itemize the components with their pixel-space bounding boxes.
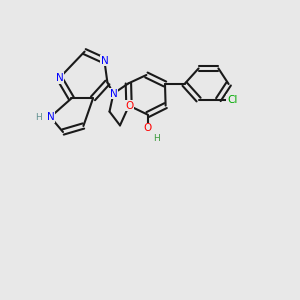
Text: N: N	[46, 112, 54, 122]
Text: H: H	[153, 134, 159, 142]
Text: O: O	[125, 100, 133, 111]
Text: H: H	[36, 112, 42, 122]
Text: O: O	[143, 123, 152, 134]
Text: N: N	[100, 56, 108, 66]
Text: N: N	[56, 73, 63, 83]
Text: Cl: Cl	[227, 94, 238, 105]
Text: N: N	[110, 88, 117, 99]
